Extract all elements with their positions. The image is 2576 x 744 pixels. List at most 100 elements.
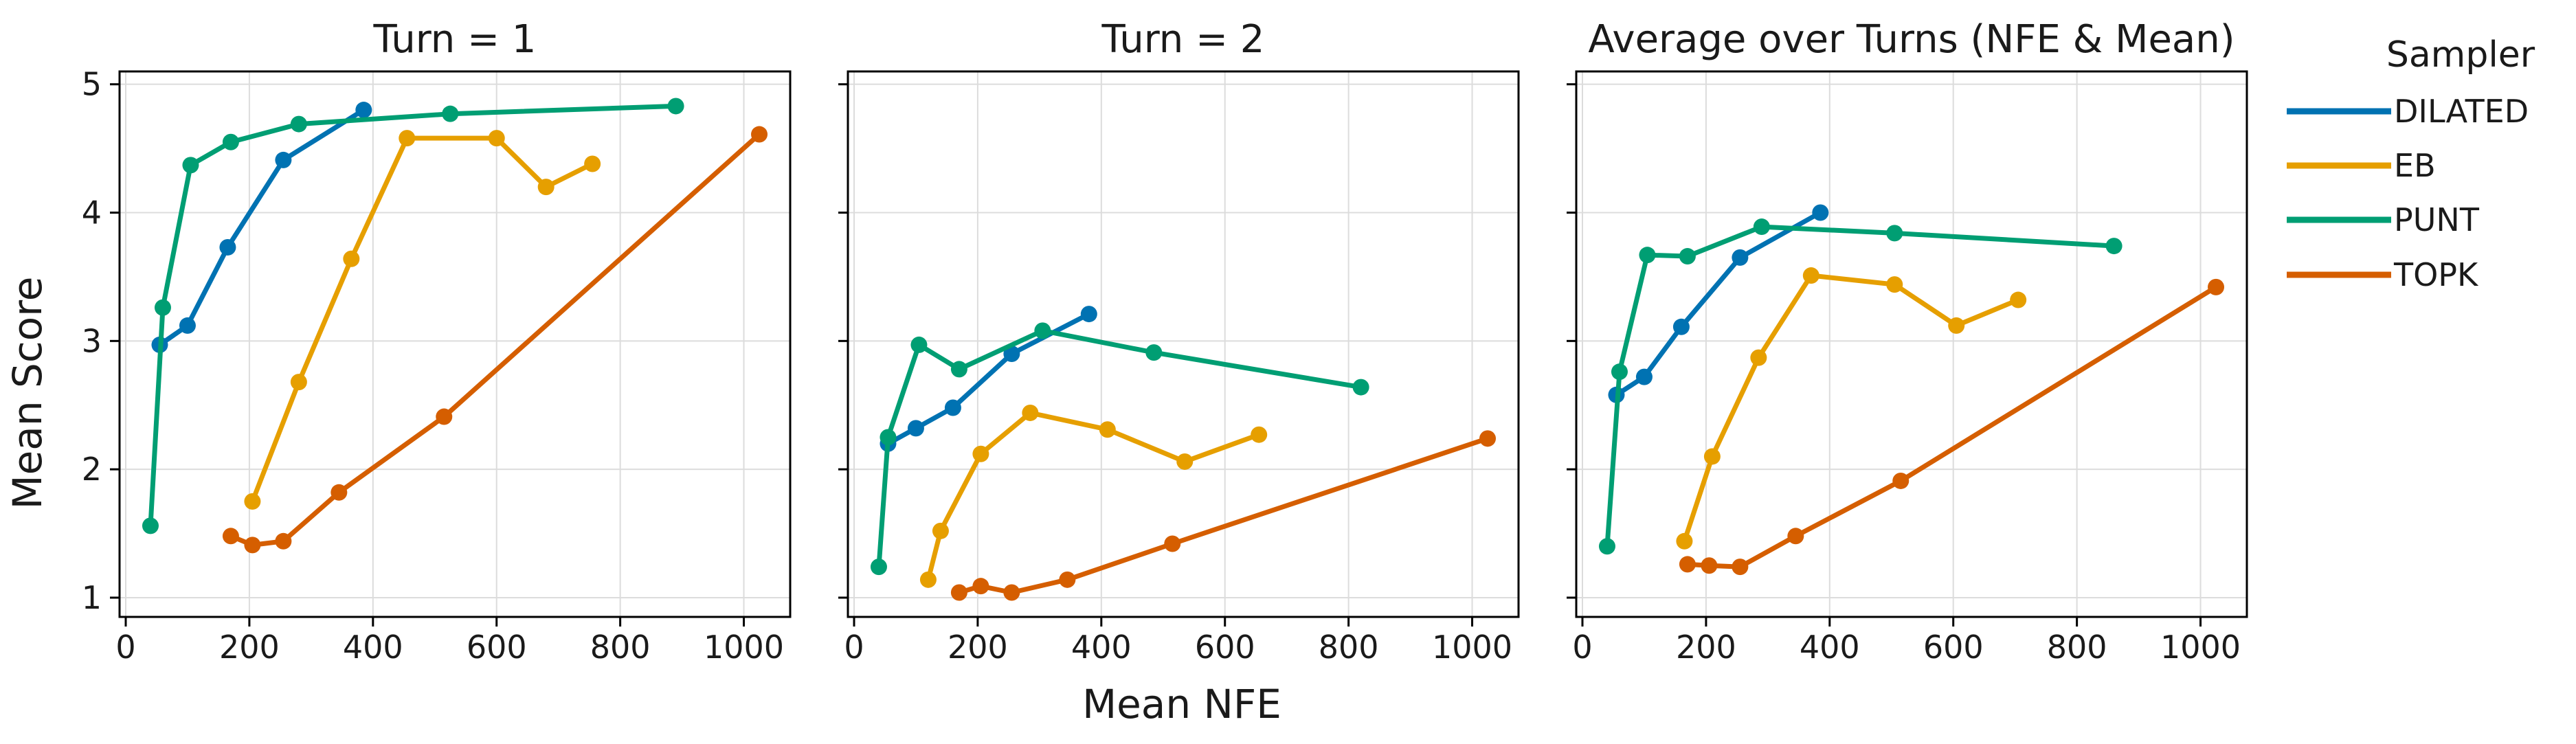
series-topk: [950, 430, 1497, 601]
x-tick-label: 0: [1572, 629, 1592, 666]
series-line: [876, 328, 1364, 570]
data-point: [399, 130, 416, 147]
series-line: [1614, 210, 1823, 398]
series-dilated: [1608, 204, 1829, 403]
data-point: [1948, 317, 1965, 334]
data-point: [1099, 421, 1116, 438]
data-point: [1598, 538, 1615, 555]
data-point: [907, 420, 924, 437]
data-point: [442, 105, 459, 122]
data-point: [1003, 346, 1020, 363]
data-point: [1787, 528, 1804, 545]
x-tick-label: 400: [343, 629, 403, 666]
data-point: [142, 517, 159, 534]
data-point: [751, 126, 768, 143]
data-point: [488, 130, 505, 147]
plot-frame: [847, 70, 1520, 618]
data-point: [1145, 344, 1163, 361]
data-point: [932, 522, 949, 539]
data-point: [1003, 584, 1020, 601]
data-point: [222, 133, 239, 150]
data-point: [182, 157, 199, 174]
data-point: [944, 399, 961, 416]
data-point: [1886, 276, 1903, 293]
data-point: [1679, 248, 1696, 265]
legend-item-topk: TOPK: [2287, 256, 2479, 293]
data-point: [219, 238, 236, 256]
x-tick-label: 600: [1195, 629, 1255, 666]
panel-title: Turn = 2: [1101, 17, 1265, 62]
data-point: [1059, 571, 1076, 588]
legend-label: DILATED: [2394, 93, 2529, 130]
data-point: [331, 484, 348, 501]
data-point: [179, 317, 196, 334]
data-point: [972, 578, 989, 595]
data-point: [870, 559, 887, 576]
data-point: [343, 250, 360, 267]
data-point: [1802, 267, 1819, 284]
data-point: [1164, 535, 1181, 552]
data-point: [1679, 556, 1696, 573]
data-point: [1812, 204, 1829, 221]
legend-label: PUNT: [2394, 201, 2480, 238]
data-point: [1701, 557, 1718, 574]
data-point: [1676, 532, 1693, 550]
data-point: [1639, 247, 1656, 264]
data-point: [2105, 238, 2123, 255]
series-line: [1604, 224, 2117, 549]
series-line: [956, 436, 1490, 595]
x-tick-label: 200: [1676, 629, 1736, 666]
data-point: [1479, 430, 1497, 447]
data-point: [584, 155, 601, 172]
legend-label: EB: [2394, 147, 2436, 184]
x-tick-label: 800: [2047, 629, 2107, 666]
legend: Sampler DILATED EB PUNT TOPK: [2287, 34, 2535, 293]
data-point: [355, 102, 372, 119]
data-point: [222, 528, 239, 545]
x-tick-label: 800: [1319, 629, 1379, 666]
data-point: [1022, 404, 1039, 421]
data-point: [1672, 318, 1690, 335]
legend-label: TOPK: [2393, 256, 2479, 293]
x-tick-label: 1000: [704, 629, 784, 666]
x-tick-label: 200: [219, 629, 280, 666]
panel-title: Turn = 1: [373, 17, 537, 62]
x-tick-label: 1000: [2160, 629, 2241, 666]
data-point: [537, 179, 555, 196]
series-punt: [142, 98, 684, 534]
x-tick-label: 600: [467, 629, 527, 666]
series-eb: [244, 130, 601, 510]
x-tick-label: 600: [1923, 629, 1984, 666]
panel-title: Average over Turns (NFE & Mean): [1588, 17, 2235, 62]
data-point: [244, 493, 261, 510]
x-tick-label: 400: [1071, 629, 1132, 666]
data-point: [1750, 349, 1767, 366]
data-point: [950, 361, 967, 378]
data-point: [667, 98, 684, 115]
data-point: [1352, 379, 1369, 396]
y-tick-label: 1: [82, 579, 102, 616]
data-point: [436, 408, 453, 425]
x-axis-label: Mean NFE: [1082, 681, 1281, 728]
legend-item-dilated: DILATED: [2287, 93, 2529, 130]
data-point: [1886, 225, 1903, 242]
legend-item-punt: PUNT: [2287, 201, 2480, 238]
data-point: [1753, 218, 1770, 236]
legend-title: Sampler: [2386, 34, 2535, 76]
series-line: [228, 132, 762, 548]
data-point: [154, 299, 171, 316]
x-tick-label: 0: [844, 629, 864, 666]
x-tick-label: 200: [948, 629, 1008, 666]
panel-2: 0 200 400 600 800 1000 Turn = 2: [838, 17, 1520, 666]
data-point: [1080, 306, 1097, 323]
series-punt: [870, 322, 1369, 576]
series-line: [1681, 273, 2021, 544]
series-dilated: [880, 306, 1097, 452]
y-tick-label: 4: [82, 194, 102, 232]
data-point: [1611, 363, 1628, 381]
data-point: [244, 537, 261, 554]
y-tick-label: 2: [82, 451, 102, 488]
data-point: [919, 571, 937, 588]
series-topk: [222, 126, 768, 554]
data-point: [2208, 278, 2225, 295]
